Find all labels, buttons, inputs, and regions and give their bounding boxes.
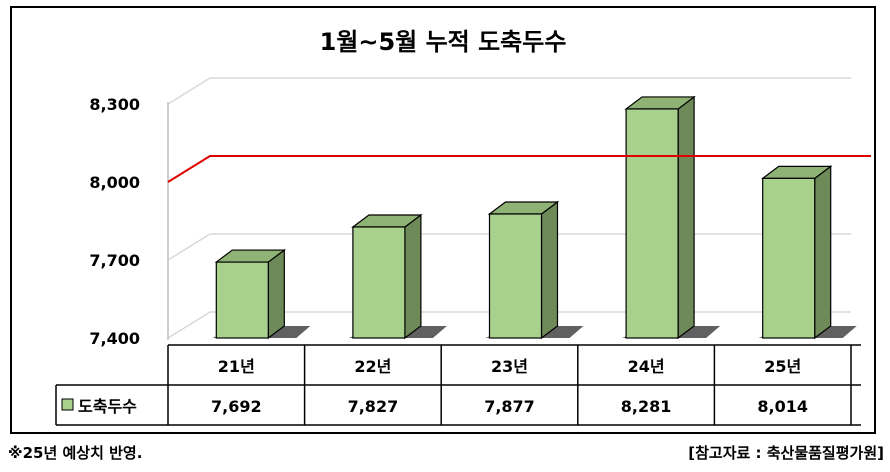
bar bbox=[212, 248, 311, 340]
bar-front bbox=[625, 108, 679, 339]
bar-side bbox=[814, 165, 832, 340]
category-label: 21년 bbox=[218, 357, 255, 376]
bar-front bbox=[215, 261, 269, 339]
y-tick-label: 7,700 bbox=[89, 251, 140, 270]
estimate-note: ※25년 예상치 반영. bbox=[8, 444, 143, 462]
bar-side bbox=[540, 200, 559, 340]
gridline-side bbox=[167, 77, 211, 105]
bar-front bbox=[352, 226, 406, 339]
y-tick-label: 7,400 bbox=[89, 329, 140, 348]
data-value-label: 8,014 bbox=[757, 397, 808, 416]
y-tick-label: 8,000 bbox=[89, 173, 140, 192]
gridline-side bbox=[167, 311, 211, 339]
bar-front bbox=[762, 177, 816, 339]
bar-chart: 7,400 7,700 8,000 8,300 21년 7,692 22년 7,827 23년 7… bbox=[55, 28, 871, 426]
bar-side bbox=[677, 95, 695, 340]
data-value-label: 7,827 bbox=[348, 397, 399, 416]
legend-label: 도축두수 bbox=[78, 397, 137, 416]
category-label: 23년 bbox=[491, 357, 528, 376]
category-label: 25년 bbox=[764, 357, 801, 376]
y-tick-label: 8,300 bbox=[89, 95, 140, 114]
data-value-label: 7,877 bbox=[484, 397, 535, 416]
chart-frame: 7,400 7,700 8,000 8,300 21년 7,692 22년 7,827 23년 7… bbox=[10, 6, 876, 434]
bar bbox=[348, 213, 447, 340]
source-note: [참고자료 : 축산물품질평가원] bbox=[688, 444, 884, 462]
category-label: 24년 bbox=[628, 357, 665, 376]
bar-side bbox=[267, 248, 285, 340]
bar-front bbox=[488, 213, 543, 339]
gridline-side bbox=[167, 233, 211, 261]
reference-line bbox=[167, 155, 871, 183]
data-value-label: 7,692 bbox=[211, 397, 262, 416]
bar bbox=[485, 200, 584, 340]
data-value-label: 8,281 bbox=[621, 397, 672, 416]
bar bbox=[758, 165, 857, 340]
bar bbox=[622, 95, 721, 340]
chart-title: 1월~5월 누적 도축두수 bbox=[320, 28, 567, 56]
bar-side bbox=[404, 213, 422, 340]
category-label: 22년 bbox=[354, 357, 391, 376]
legend-swatch bbox=[61, 398, 74, 411]
